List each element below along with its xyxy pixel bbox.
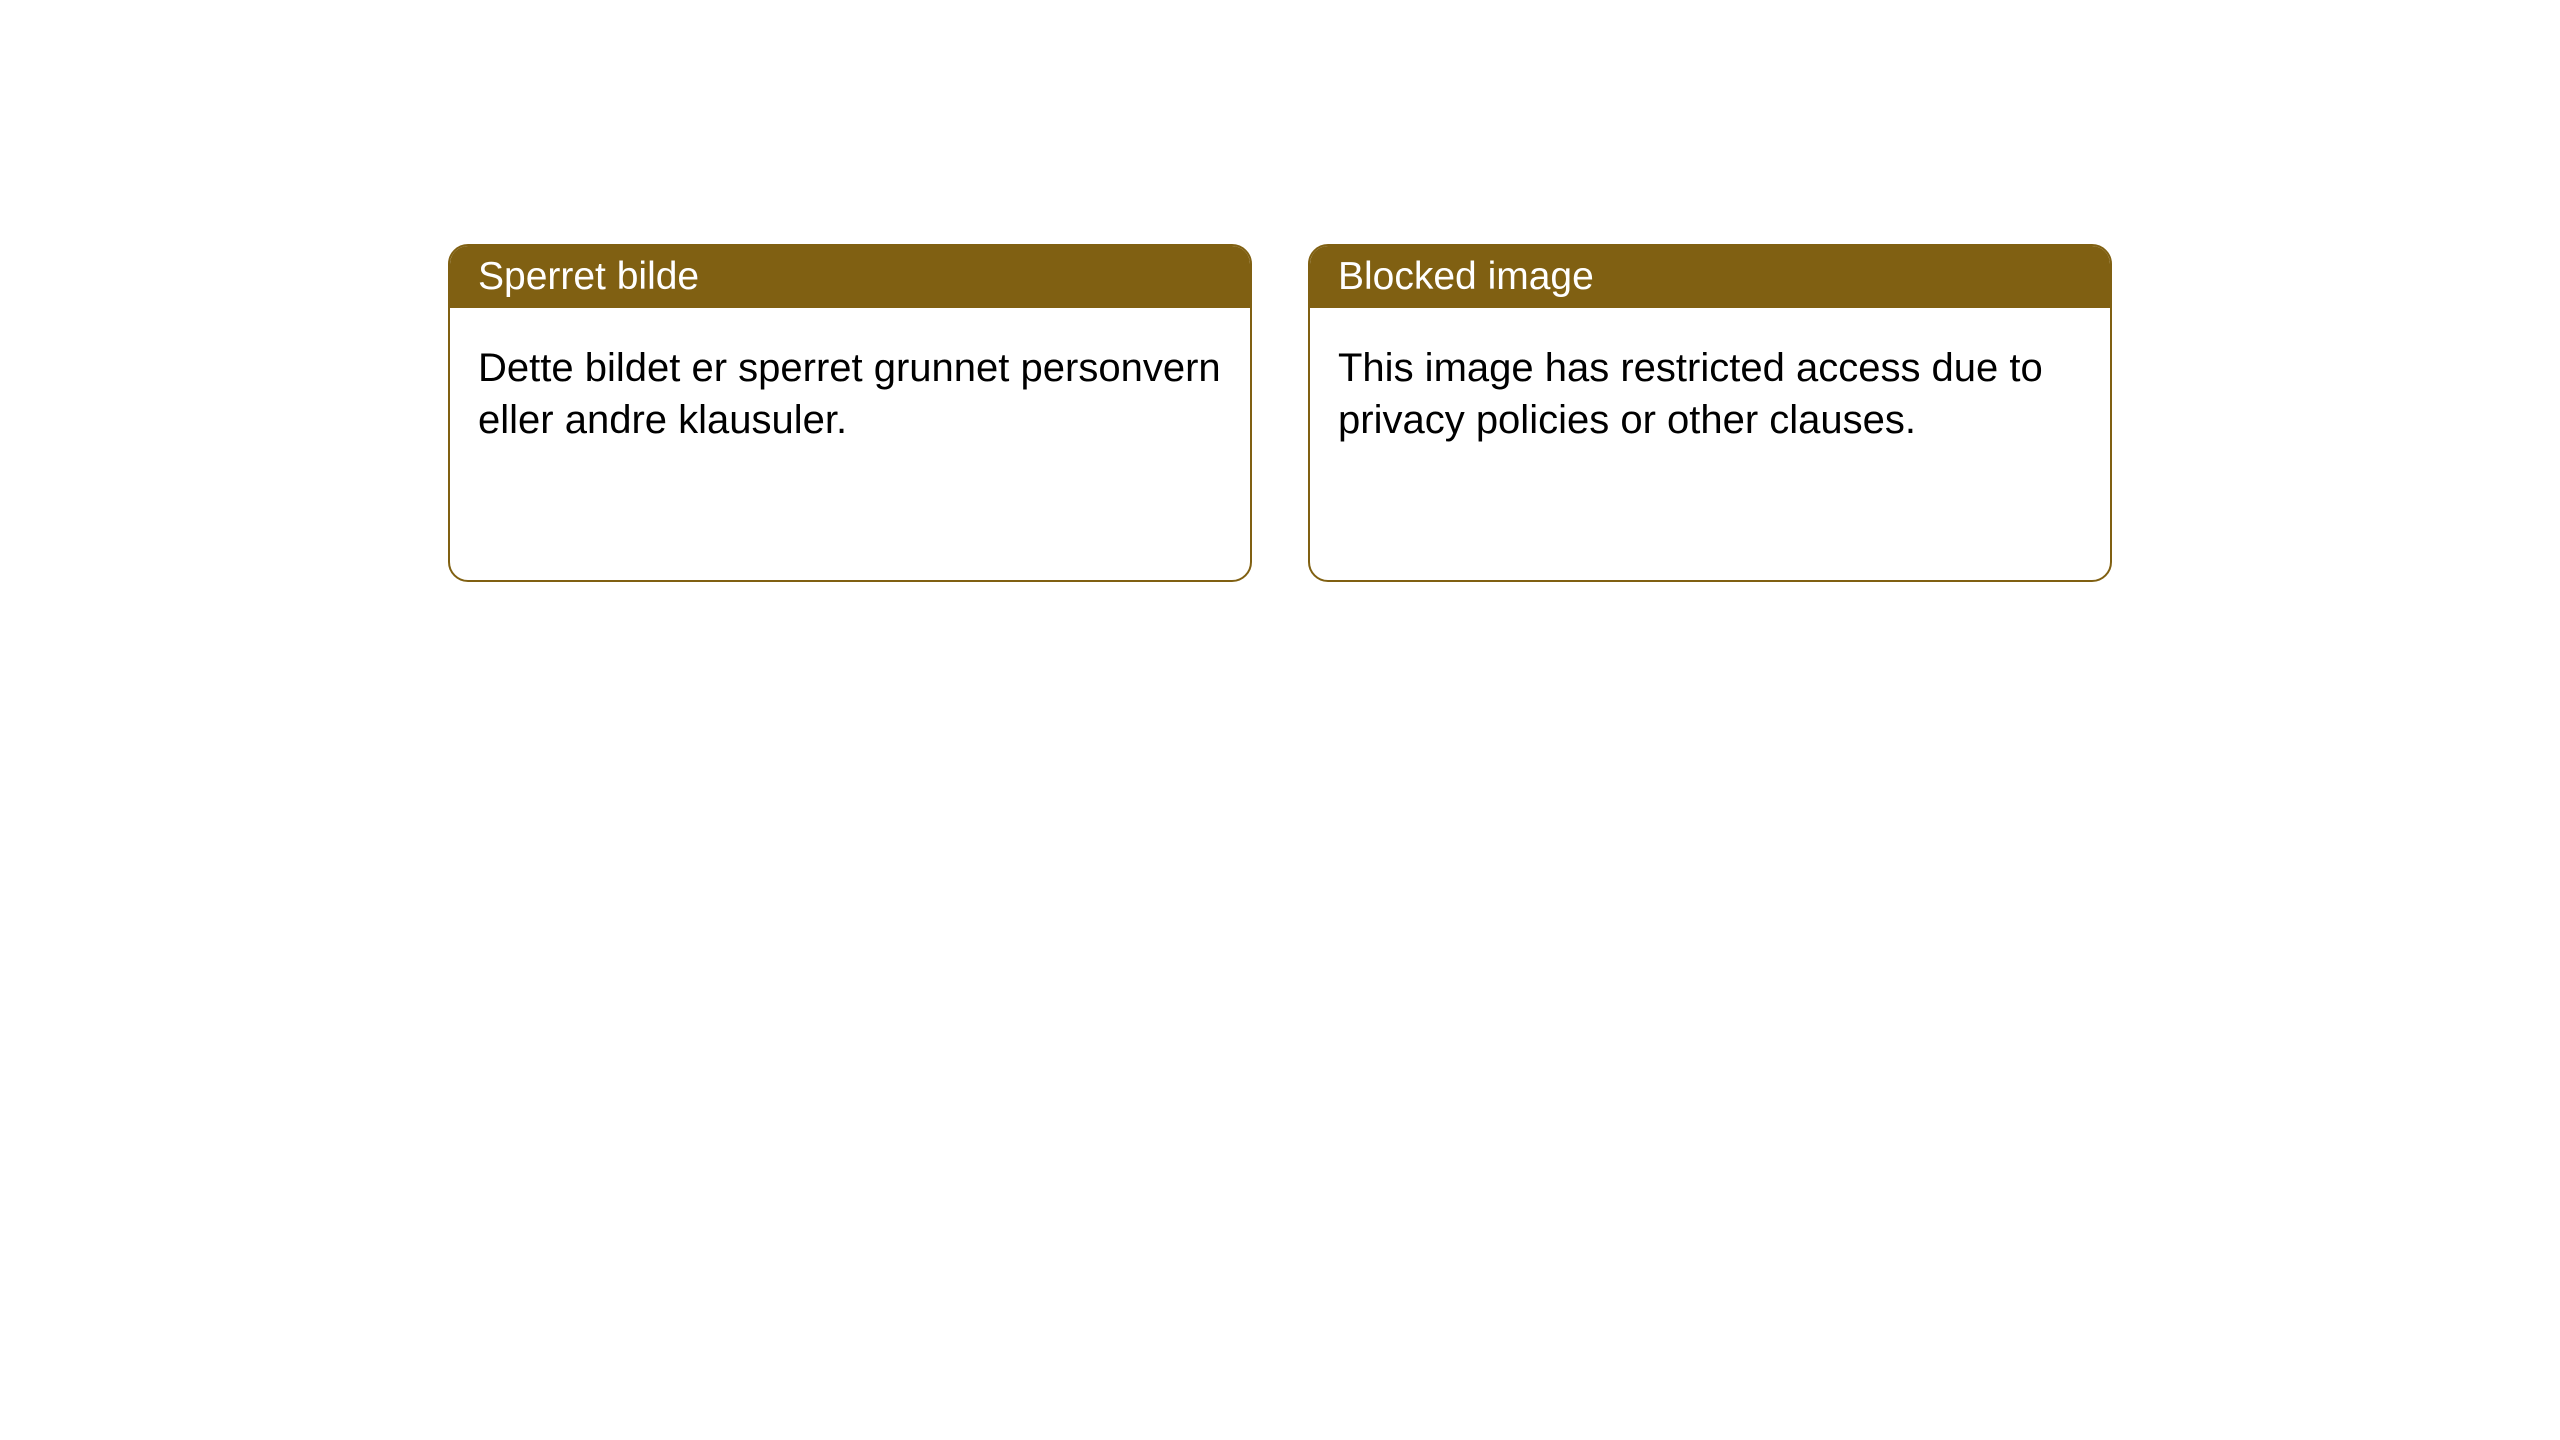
card-title-no: Sperret bilde xyxy=(478,255,699,299)
card-body-en: This image has restricted access due to … xyxy=(1310,308,2110,480)
card-body-no: Dette bildet er sperret grunnet personve… xyxy=(450,308,1250,480)
blocked-image-card-en: Blocked image This image has restricted … xyxy=(1308,244,2112,582)
card-header-en: Blocked image xyxy=(1310,246,2110,308)
card-body-text-en: This image has restricted access due to … xyxy=(1338,346,2043,442)
card-header-no: Sperret bilde xyxy=(450,246,1250,308)
card-body-text-no: Dette bildet er sperret grunnet personve… xyxy=(478,346,1221,442)
card-title-en: Blocked image xyxy=(1338,255,1594,299)
notice-cards-container: Sperret bilde Dette bildet er sperret gr… xyxy=(0,0,2560,582)
blocked-image-card-no: Sperret bilde Dette bildet er sperret gr… xyxy=(448,244,1252,582)
